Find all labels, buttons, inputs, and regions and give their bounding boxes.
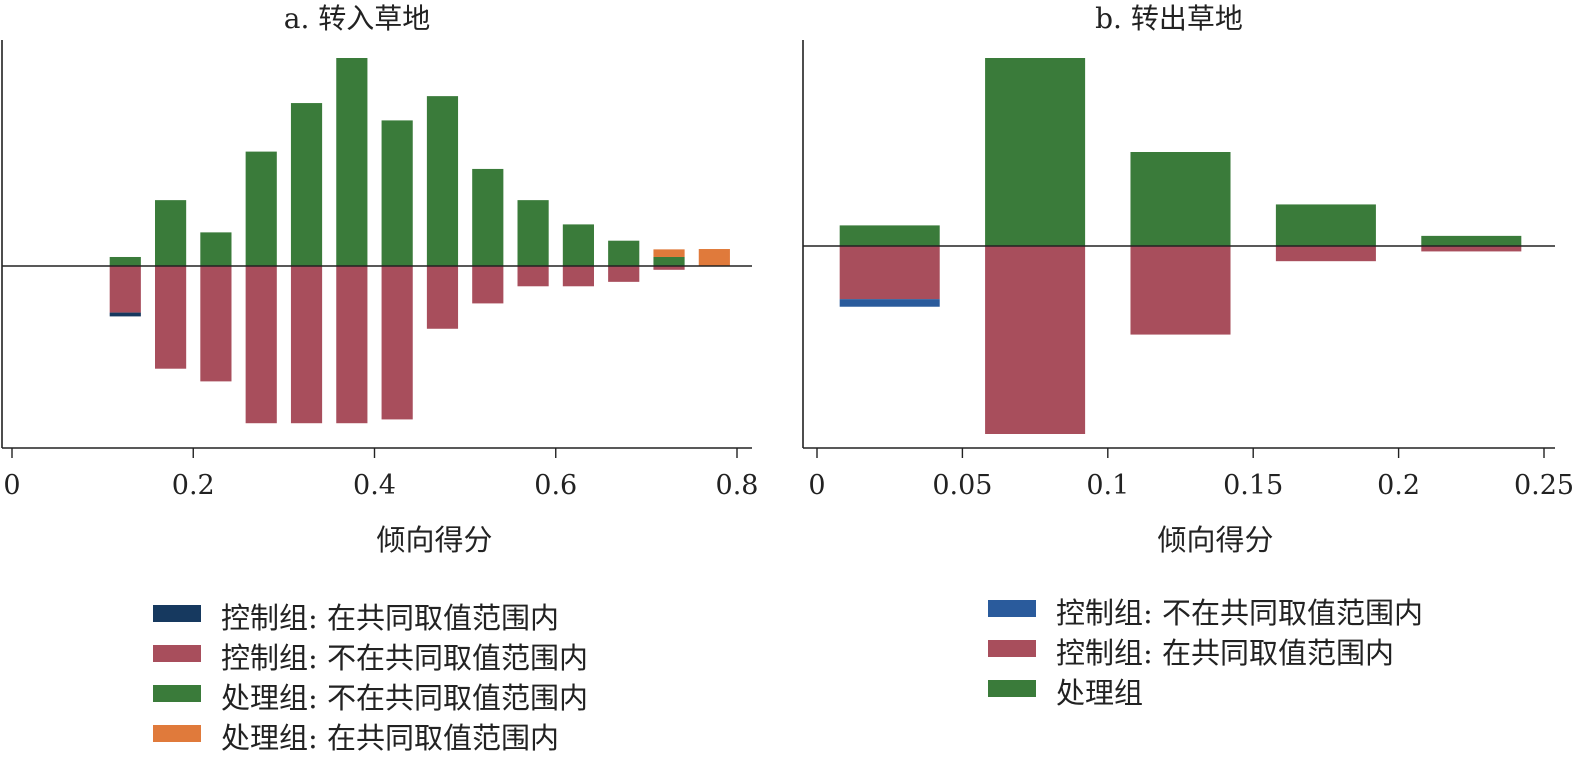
x-axis-label: 倾向得分 xyxy=(376,523,492,557)
x-tick-label: 0.1 xyxy=(1086,470,1129,501)
upper-bar-1-1 xyxy=(698,249,730,266)
x-tick-label: 0.6 xyxy=(534,470,577,501)
legend-label: 处理组: 不在共同取值范围内 xyxy=(221,681,588,715)
x-tick-label: 0.8 xyxy=(716,470,759,501)
chart-title: a. 转入草地 xyxy=(284,2,431,35)
lower-bar-0-0 xyxy=(839,246,940,300)
legend-label: 处理组: 在共同取值范围内 xyxy=(221,721,559,755)
lower-bar-0-6 xyxy=(381,266,413,420)
upper-bar-0-8 xyxy=(472,168,504,266)
upper-bar-0-2 xyxy=(1130,152,1231,246)
lower-bar-0-8 xyxy=(472,266,504,304)
legend-label: 控制组: 在共同取值范围内 xyxy=(1056,636,1394,670)
lower-bar-1-0 xyxy=(109,312,141,317)
legend-swatch xyxy=(988,600,1036,617)
legend-label: 处理组 xyxy=(1056,676,1143,710)
x-tick-label: 0.2 xyxy=(1377,470,1420,501)
x-axis-label: 倾向得分 xyxy=(1157,523,1273,557)
upper-bar-0-9 xyxy=(517,200,549,266)
lower-bar-0-1 xyxy=(155,266,187,369)
upper-bar-0-4 xyxy=(1421,235,1522,246)
upper-bar-0-0 xyxy=(109,256,141,266)
upper-bar-0-1 xyxy=(985,58,1086,246)
upper-bar-0-3 xyxy=(245,151,277,266)
x-tick-label: 0.4 xyxy=(353,470,396,501)
x-tick-label: 0.25 xyxy=(1514,470,1574,501)
legend-swatch xyxy=(153,725,201,742)
x-tick-label: 0.2 xyxy=(172,470,215,501)
x-tick-label: 0 xyxy=(808,470,825,501)
legend-swatch xyxy=(988,680,1036,697)
lower-bar-0-5 xyxy=(336,266,368,424)
lower-bar-0-11 xyxy=(608,266,640,282)
legend-swatch xyxy=(988,640,1036,657)
legend-label: 控制组: 不在共同取值范围内 xyxy=(1056,596,1423,630)
x-tick-label: 0 xyxy=(3,470,20,501)
x-tick-label: 0.15 xyxy=(1223,470,1283,501)
lower-bar-0-0 xyxy=(109,266,141,313)
upper-bar-0-4 xyxy=(290,103,323,266)
upper-bar-0-1 xyxy=(155,200,187,266)
lower-bar-0-12 xyxy=(653,266,685,270)
upper-bar-0-3 xyxy=(1275,204,1376,246)
lower-bar-0-2 xyxy=(1130,246,1231,335)
lower-bar-0-10 xyxy=(562,266,594,287)
legend-swatch xyxy=(153,685,201,702)
upper-bar-0-11 xyxy=(608,240,640,266)
legend-label: 控制组: 在共同取值范围内 xyxy=(221,601,559,635)
upper-bar-0-6 xyxy=(381,120,413,267)
lower-bar-0-3 xyxy=(245,266,277,424)
lower-bar-0-1 xyxy=(985,246,1086,434)
lower-bar-0-4 xyxy=(290,266,323,424)
lower-bar-0-4 xyxy=(1421,246,1522,252)
lower-bar-0-9 xyxy=(517,266,549,287)
lower-bar-0-3 xyxy=(1275,246,1376,262)
lower-bar-0-2 xyxy=(200,266,232,382)
upper-bar-0-2 xyxy=(200,232,232,266)
legend-label: 控制组: 不在共同取值范围内 xyxy=(221,641,588,675)
upper-bar-0-7 xyxy=(426,96,459,266)
lower-bar-0-7 xyxy=(426,266,459,329)
upper-bar-0-0 xyxy=(839,225,940,246)
upper-bar-0-5 xyxy=(336,58,368,266)
x-tick-label: 0.05 xyxy=(932,470,992,501)
chart-title: b. 转出草地 xyxy=(1095,2,1243,35)
upper-bar-0-12 xyxy=(653,256,685,266)
legend-swatch xyxy=(153,645,201,662)
upper-bar-0-10 xyxy=(562,224,594,266)
legend-swatch xyxy=(153,605,201,622)
lower-bar-1-0 xyxy=(839,299,940,307)
upper-bar-1-0 xyxy=(653,249,685,257)
